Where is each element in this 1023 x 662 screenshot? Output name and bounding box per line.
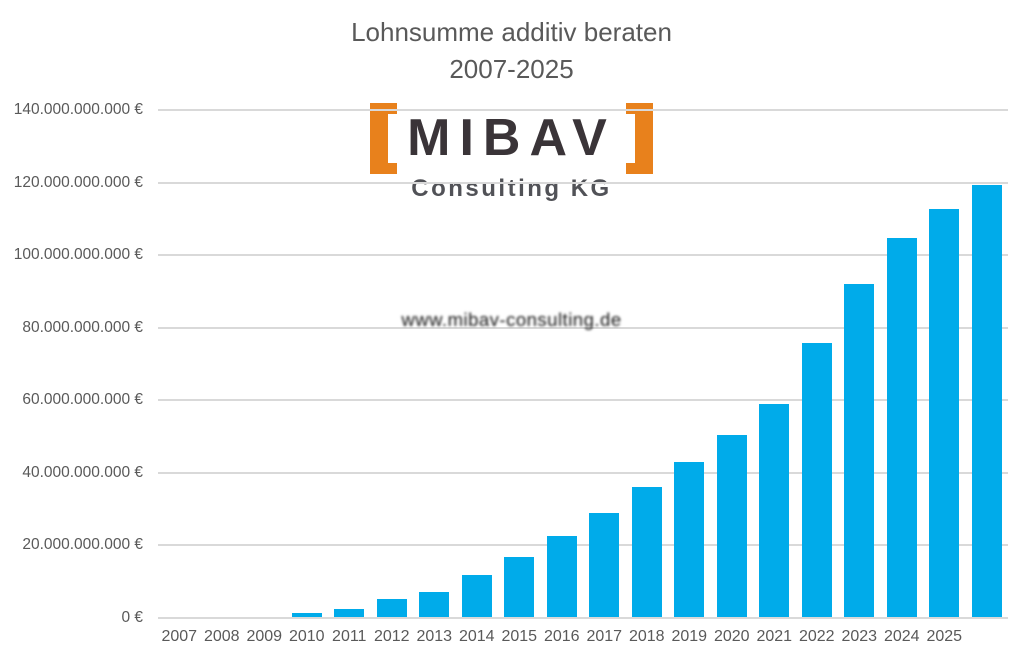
category-slot: 2025 [923, 110, 966, 645]
gridline [158, 326, 1008, 329]
x-tick-label: 2025 [926, 628, 963, 645]
x-tick-label: 2009 [246, 628, 283, 645]
bar-2025 [929, 209, 960, 618]
category-slot [966, 110, 1009, 618]
y-tick-label: 0 € [121, 609, 143, 626]
plot-area: 2007 2008 2009 2010 2011 2012 2013 2014 2015 2016… [158, 109, 1009, 645]
category-slot: 2010 [286, 110, 329, 645]
category-slot: 2011 [328, 110, 371, 645]
category-slot: 2017 [583, 110, 626, 645]
category-slot: 2008 [201, 110, 244, 645]
bar-2024 [886, 237, 917, 618]
gridline [158, 471, 1008, 474]
category-slot: 2014 [456, 110, 499, 645]
gridline [158, 544, 1008, 547]
category-slot: 2022 [796, 110, 839, 645]
x-tick-label: 2013 [416, 628, 453, 645]
category-slot: 2023 [838, 110, 881, 645]
gridline [158, 109, 1008, 111]
bar-2017 [589, 513, 620, 618]
bar-2013 [419, 591, 450, 618]
bar-2019 [674, 461, 705, 618]
chart-title-line1: Lohnsumme additiv beraten [351, 17, 672, 47]
gridline [158, 254, 1008, 257]
bar-2010 [291, 613, 322, 618]
x-tick-label: 2012 [373, 628, 410, 645]
x-tick-label: 2018 [628, 628, 665, 645]
x-tick-label: 2024 [883, 628, 920, 645]
gridline [158, 181, 1008, 184]
y-tick-label: 20.000.000.000 € [22, 536, 143, 554]
category-slot: 2019 [668, 110, 711, 645]
category-slot: 2012 [371, 110, 414, 645]
bars-row: 2007 2008 2009 2010 2011 2012 2013 2014 2015 2016… [158, 110, 1009, 645]
bar-2020 [716, 434, 747, 618]
chart-title: Lohnsumme additiv beraten 2007-2025 [0, 14, 1023, 88]
y-axis-labels: 140.000.000.000 € 120.000.000.000 € 100.00… [0, 101, 143, 626]
bar-2018 [631, 487, 662, 618]
category-slot: 2020 [711, 110, 754, 645]
category-slot: 2024 [881, 110, 924, 645]
x-tick-label: 2020 [713, 628, 750, 645]
x-tick-label: 2017 [586, 628, 623, 645]
category-slot: 2007 [158, 110, 201, 645]
x-tick-label: 2016 [543, 628, 580, 645]
bar-2015 [504, 557, 535, 618]
watermark-url-text: www.mibav-consulting.de [401, 309, 622, 330]
category-slot: 2018 [626, 110, 669, 645]
bar-2016 [546, 536, 577, 618]
bar-2022 [801, 343, 832, 618]
y-tick-label: 140.000.000.000 € [13, 101, 143, 118]
y-tick-label: 80.000.000.000 € [22, 318, 143, 336]
x-tick-label: 2021 [756, 628, 793, 645]
category-slot: 2009 [243, 110, 286, 645]
bar-2012 [376, 599, 407, 618]
x-tick-label: 2008 [203, 628, 240, 645]
x-axis-line [158, 616, 1008, 619]
bar-2014 [461, 575, 492, 618]
y-tick-label: 60.000.000.000 € [22, 391, 143, 409]
x-tick-label: 2019 [671, 628, 708, 645]
bar-unlabeled [971, 185, 1002, 618]
bar-2023 [844, 283, 875, 618]
category-slot: 2013 [413, 110, 456, 645]
chart-title-line2: 2007-2025 [449, 54, 574, 84]
gridline [158, 399, 1008, 402]
bar-2011 [334, 608, 365, 618]
y-tick-label: 120.000.000.000 € [13, 173, 143, 191]
category-slot: 2016 [541, 110, 584, 645]
x-tick-label: 2015 [501, 628, 538, 645]
x-tick-label: 2014 [458, 628, 495, 645]
bar-2021 [759, 403, 790, 618]
category-slot: 2015 [498, 110, 541, 645]
category-slot: 2021 [753, 110, 796, 645]
x-tick-label: 2010 [288, 628, 325, 645]
x-tick-label: 2022 [798, 628, 835, 645]
y-tick-label: 100.000.000.000 € [13, 246, 143, 264]
x-tick-label: 2023 [841, 628, 878, 645]
x-tick-label: 2011 [332, 628, 367, 645]
y-tick-label: 40.000.000.000 € [22, 463, 143, 481]
x-tick-label: 2007 [161, 628, 198, 645]
